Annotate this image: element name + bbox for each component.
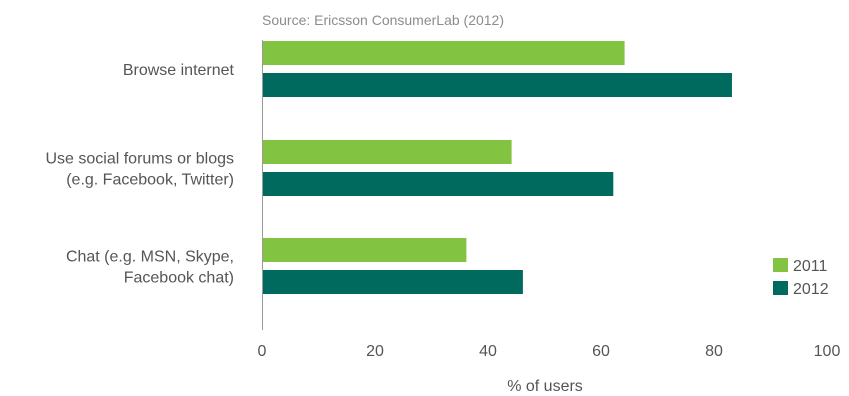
legend: 2011 2012: [773, 258, 829, 298]
legend-swatch-2011: [773, 258, 788, 272]
bar-2011-0: [263, 41, 625, 65]
bar-2011-2: [263, 238, 467, 262]
category-label: Use social forums or blogs: [45, 151, 234, 168]
category-label: Facebook chat): [124, 270, 234, 287]
legend-swatch-2012: [773, 281, 788, 295]
x-axis-title: % of users: [507, 378, 583, 395]
x-tick-labels: 0 20 40 60 80 100: [258, 343, 841, 360]
category-labels: Browse internet Use social forums or blog…: [45, 62, 234, 287]
legend-label-2011: 2011: [793, 258, 828, 275]
bar-2011-1: [263, 140, 512, 164]
category-label: Browse internet: [123, 62, 235, 79]
x-tick-label: 40: [479, 343, 497, 360]
category-label: Chat (e.g. MSN, Skype,: [66, 249, 234, 266]
x-tick-label: 60: [592, 343, 610, 360]
legend-label-2012: 2012: [793, 281, 829, 298]
x-tick-label: 20: [366, 343, 384, 360]
x-tick-label: 100: [814, 343, 841, 360]
bar-2012-1: [263, 172, 614, 196]
bars-group: [263, 41, 732, 294]
chart-source-note: Source: Ericsson ConsumerLab (2012): [262, 12, 504, 28]
bar-2012-0: [263, 73, 732, 97]
category-label: (e.g. Facebook, Twitter): [66, 172, 234, 189]
x-tick-label: 0: [258, 343, 267, 360]
bar-2012-2: [263, 270, 523, 294]
x-tick-label: 80: [705, 343, 723, 360]
